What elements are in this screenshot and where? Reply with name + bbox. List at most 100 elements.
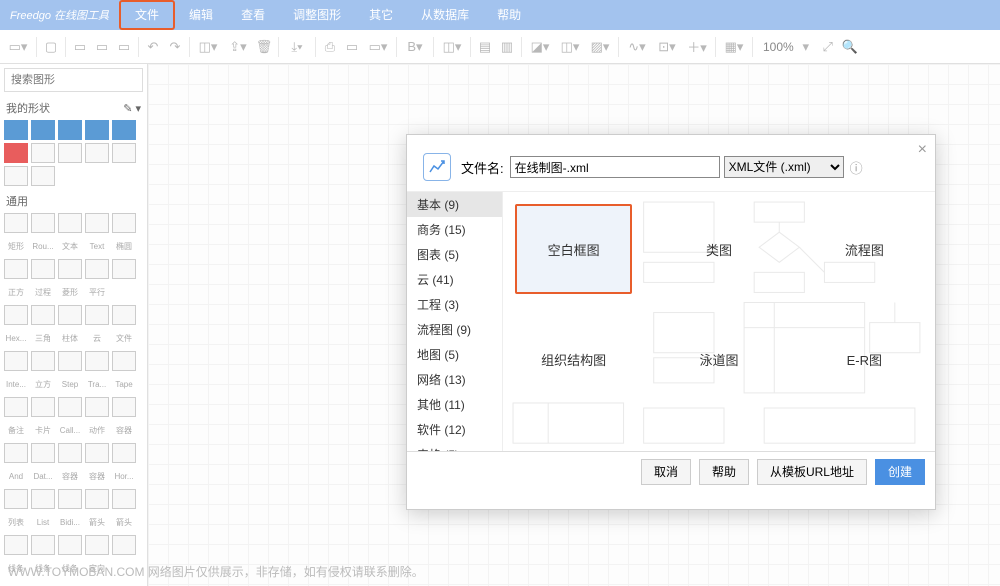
tool-toback-icon[interactable]: ▥ xyxy=(497,37,517,57)
tool-add-icon[interactable]: ＋▾ xyxy=(683,37,711,57)
shape-preset[interactable] xyxy=(4,143,28,163)
template-item[interactable]: E-R图 xyxy=(806,314,923,404)
shape-preset[interactable] xyxy=(112,120,136,140)
shape-item[interactable] xyxy=(58,397,82,417)
tool-screen-icon[interactable]: ▢ xyxy=(41,37,61,57)
shape-item[interactable] xyxy=(112,489,136,509)
zoom-fit-icon[interactable]: ⤢ xyxy=(818,37,838,57)
create-button[interactable]: 创建 xyxy=(875,459,925,485)
shape-item[interactable] xyxy=(4,213,28,233)
shape-item[interactable] xyxy=(85,443,109,463)
tool-rect-icon[interactable]: ▭ xyxy=(342,37,362,57)
category-item[interactable]: 商务 (15) xyxy=(407,217,502,242)
category-item[interactable]: 软件 (12) xyxy=(407,417,502,442)
shape-preset[interactable] xyxy=(58,143,82,163)
template-item[interactable]: 类图 xyxy=(660,204,777,294)
menu-edit[interactable]: 编辑 xyxy=(175,0,227,30)
shape-preset[interactable] xyxy=(31,166,55,186)
search-input[interactable] xyxy=(4,68,143,92)
shape-item[interactable] xyxy=(4,259,28,279)
tool-table-icon[interactable]: ▦▾ xyxy=(720,37,748,57)
menu-other[interactable]: 其它 xyxy=(355,0,407,30)
shape-item[interactable] xyxy=(58,305,82,325)
category-item[interactable]: 基本 (9) xyxy=(407,192,502,217)
shape-item[interactable] xyxy=(85,351,109,371)
shape-item[interactable] xyxy=(31,535,55,555)
tool-fill-icon[interactable]: ◪▾ xyxy=(526,37,554,57)
tool-page-icon[interactable]: ▭▾ xyxy=(4,37,32,57)
zoom-icon[interactable]: 🔍 xyxy=(840,37,860,57)
shape-preset[interactable] xyxy=(58,120,82,140)
tool-print-icon[interactable]: ⎙ xyxy=(320,37,340,57)
category-item[interactable]: 流程图 (9) xyxy=(407,317,502,342)
shape-preset[interactable] xyxy=(31,120,55,140)
filetype-select[interactable]: XML文件 (.xml) xyxy=(724,156,844,178)
category-item[interactable]: 地图 (5) xyxy=(407,342,502,367)
shape-preset[interactable] xyxy=(85,143,109,163)
zoom-level[interactable]: 100% xyxy=(763,40,794,54)
category-item[interactable]: 表格 (5) xyxy=(407,442,502,451)
my-shapes-header[interactable]: 我的形状 ✎ ▾ xyxy=(4,96,143,120)
shape-item[interactable] xyxy=(58,535,82,555)
shape-item[interactable] xyxy=(58,443,82,463)
help-icon[interactable]: ⓘ xyxy=(850,158,863,177)
shape-item[interactable] xyxy=(112,443,136,463)
shape-item[interactable] xyxy=(4,305,28,325)
shape-item[interactable] xyxy=(85,259,109,279)
tool-tofront-icon[interactable]: ▤ xyxy=(475,37,495,57)
help-button[interactable]: 帮助 xyxy=(699,459,749,485)
category-item[interactable]: 工程 (3) xyxy=(407,292,502,317)
from-url-button[interactable]: 从模板URL地址 xyxy=(757,459,867,485)
shape-item[interactable] xyxy=(85,213,109,233)
shape-item[interactable] xyxy=(112,213,136,233)
template-item[interactable]: 流程图 xyxy=(806,204,923,294)
shape-item[interactable] xyxy=(31,213,55,233)
tool-connection-icon[interactable]: ∿▾ xyxy=(623,37,651,57)
shape-item[interactable] xyxy=(58,351,82,371)
shape-item[interactable] xyxy=(112,259,136,279)
shape-item[interactable] xyxy=(58,259,82,279)
shape-item[interactable] xyxy=(85,535,109,555)
general-header[interactable]: 通用 xyxy=(4,189,143,213)
shape-item[interactable] xyxy=(112,535,136,555)
tool-waypoints-icon[interactable]: ⊡▾ xyxy=(653,37,681,57)
shape-item[interactable] xyxy=(31,259,55,279)
shape-item[interactable] xyxy=(112,351,136,371)
template-item[interactable]: Sequence xyxy=(515,424,632,451)
tool-group-icon[interactable]: ◫▾ xyxy=(438,37,466,57)
template-item[interactable]: 空白框图 xyxy=(515,204,632,294)
shape-item[interactable] xyxy=(4,535,28,555)
shape-preset[interactable] xyxy=(31,143,55,163)
shape-item[interactable] xyxy=(31,397,55,417)
tool-save-icon[interactable]: ▭ xyxy=(114,37,134,57)
tool-linecolor-icon[interactable]: ◫▾ xyxy=(556,37,584,57)
menu-help[interactable]: 帮助 xyxy=(483,0,535,30)
tool-redo-icon[interactable]: ↷ xyxy=(165,37,185,57)
template-item[interactable]: 泳道图 xyxy=(660,314,777,404)
edit-icon[interactable]: ✎ ▾ xyxy=(123,102,141,115)
shape-item[interactable] xyxy=(85,397,109,417)
tool-download-icon[interactable]: ⤓▾ xyxy=(283,37,311,57)
shape-preset[interactable] xyxy=(4,166,28,186)
tool-export-icon[interactable]: ⇪▾ xyxy=(224,37,252,57)
template-item[interactable]: 跨职能流程 xyxy=(806,424,923,451)
menu-database[interactable]: 从数据库 xyxy=(407,0,483,30)
shape-item[interactable] xyxy=(31,305,55,325)
tool-open-icon[interactable]: ▭ xyxy=(92,37,112,57)
filename-input[interactable] xyxy=(510,156,720,178)
shape-preset[interactable] xyxy=(85,120,109,140)
chevron-down-icon[interactable]: ▾ xyxy=(796,37,816,57)
tool-shadow-icon[interactable]: ▨▾ xyxy=(586,37,614,57)
template-item[interactable]: Simple xyxy=(660,424,777,451)
shape-item[interactable] xyxy=(58,489,82,509)
shape-item[interactable] xyxy=(4,351,28,371)
tool-bold-icon[interactable]: B▾ xyxy=(401,37,429,57)
tool-trash-icon[interactable]: 🗑 xyxy=(254,37,274,57)
category-item[interactable]: 云 (41) xyxy=(407,267,502,292)
category-item[interactable]: 图表 (5) xyxy=(407,242,502,267)
tool-undo-icon[interactable]: ↶ xyxy=(143,37,163,57)
menu-file[interactable]: 文件 xyxy=(119,0,175,30)
shape-preset[interactable] xyxy=(4,120,28,140)
menu-adjust[interactable]: 调整图形 xyxy=(279,0,355,30)
cancel-button[interactable]: 取消 xyxy=(641,459,691,485)
